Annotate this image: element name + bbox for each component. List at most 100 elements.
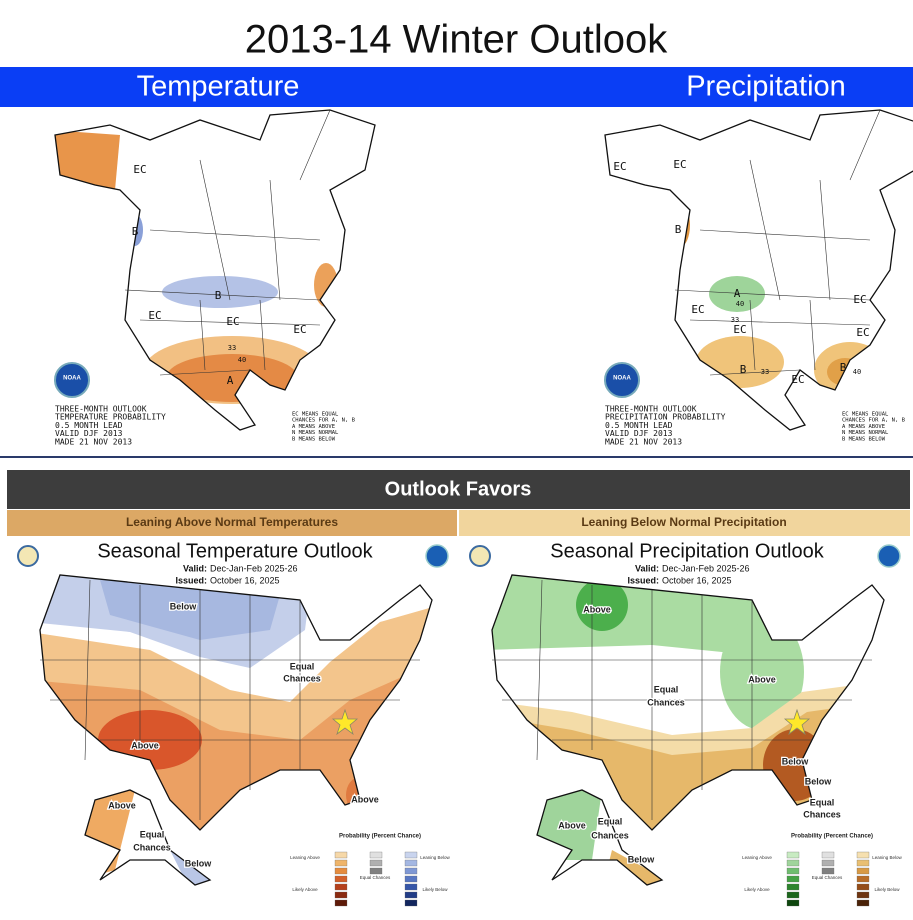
legend-swatch (856, 883, 870, 891)
map-label: 40 (736, 300, 744, 308)
legend-swatch (404, 851, 418, 859)
legend-swatch (786, 875, 800, 883)
legend-swatch (856, 859, 870, 867)
issued-value: October 16, 2025 (662, 575, 732, 585)
region-label: Above (351, 794, 379, 804)
legend-row-label: Equal Chances (360, 875, 391, 880)
map-label: 33 (761, 368, 769, 376)
region-label: Chances (283, 673, 321, 683)
legend-line: PRECIPITATION PROBABILITY (605, 413, 726, 422)
state-lines (492, 579, 872, 820)
key-line: B MEANS BELOW (842, 436, 886, 442)
legend-swatch (369, 867, 383, 875)
valid-value: Dec-Jan-Feb 2025-26 (210, 563, 298, 573)
legend-swatch (404, 867, 418, 875)
key-line: CHANCES FOR A, N, B (842, 418, 906, 424)
map-label: 40 (238, 356, 246, 364)
noaa-logo (54, 362, 90, 398)
valid-value: Dec-Jan-Feb 2025-26 (662, 563, 750, 573)
issued-value: October 16, 2025 (210, 575, 280, 585)
map-label: EC (691, 303, 704, 316)
below-area (162, 276, 278, 308)
map-label: 33 (228, 344, 236, 352)
legend-swatch (334, 899, 348, 907)
map-label: EC (791, 373, 804, 386)
legend-swatch (786, 891, 800, 899)
key-line: N MEANS NORMAL (842, 430, 889, 436)
below-area (170, 850, 210, 885)
map-label: B (675, 223, 682, 236)
above-area (492, 575, 787, 655)
map-label: B (132, 225, 139, 238)
region-label: Below (782, 756, 810, 766)
legend-title: Probability (Percent Chance) (339, 834, 421, 840)
logo-text: NOAA (613, 376, 631, 382)
legend-row-label: Leaning Below (872, 855, 902, 860)
state-lines (40, 579, 420, 820)
legend-line: VALID DJF 2013 (605, 429, 673, 438)
legend-swatch (786, 867, 800, 875)
legend-row-label: Likely Above (744, 887, 770, 892)
region-label: Below (185, 858, 213, 868)
above-area (709, 276, 765, 312)
valid-label: Valid: (183, 563, 207, 573)
map-label: EC (853, 293, 866, 306)
legend-row-label: Likely Below (874, 887, 900, 892)
legend-row-label: Leaning Above (742, 855, 772, 860)
legend-swatch (821, 859, 835, 867)
legend-swatch (369, 859, 383, 867)
location-star (331, 708, 359, 736)
region-label: Equal (654, 684, 679, 694)
agency-logo (17, 545, 39, 567)
subheader: Leaning Above Normal Temperatures (126, 515, 338, 529)
region-label: Below (170, 601, 198, 611)
legend-line: VALID DJF 2013 (55, 429, 123, 438)
issued-label: Issued: (627, 575, 659, 585)
map-label: B (215, 289, 222, 302)
map-label: B (840, 361, 847, 374)
region-label: Chances (133, 842, 171, 852)
region-label: Below (628, 854, 656, 864)
legend-swatch (334, 851, 348, 859)
legend-row-label: Equal Chances (812, 875, 843, 880)
region-label: Chances (803, 809, 841, 819)
legend-row-label: Likely Below (422, 887, 448, 892)
key-line: A MEANS ABOVE (292, 424, 335, 430)
legend-swatch (404, 875, 418, 883)
map-label: EC (133, 163, 146, 176)
above-area (576, 579, 628, 631)
legend-swatch (369, 851, 383, 859)
map-label: EC (673, 158, 686, 171)
key-line: B MEANS BELOW (292, 436, 336, 442)
agency-logo (469, 545, 491, 567)
legend-swatch (334, 867, 348, 875)
below-area (100, 580, 280, 640)
region-label: Above (108, 800, 136, 810)
legend-line: 0.5 MONTH LEAD (55, 421, 123, 430)
banner-text: Outlook Favors (385, 478, 532, 500)
location-star (783, 708, 811, 736)
subheader-bar (459, 510, 910, 536)
panel-header: Precipitation (686, 71, 846, 103)
valid-label: Valid: (635, 563, 659, 573)
legend-swatch (334, 875, 348, 883)
legend-swatch (856, 899, 870, 907)
legend-swatch (334, 859, 348, 867)
region-label: Above (558, 820, 586, 830)
banner (7, 470, 910, 509)
legend-line: MADE 21 NOV 2013 (55, 437, 132, 446)
below-area (607, 850, 662, 885)
legend-line: 0.5 MONTH LEAD (605, 421, 673, 430)
map-label: EC (226, 315, 239, 328)
logo-text: NOAA (63, 376, 81, 382)
key-line: N MEANS NORMAL (292, 430, 339, 436)
legend-swatch (404, 899, 418, 907)
map-title: Seasonal Temperature Outlook (97, 540, 373, 562)
legend-swatch (856, 851, 870, 859)
map-title: Seasonal Precipitation Outlook (550, 540, 824, 562)
legend-swatch (404, 883, 418, 891)
region-label: Chances (647, 697, 685, 707)
map-label: A (734, 287, 741, 300)
region-label: Chances (591, 830, 629, 840)
